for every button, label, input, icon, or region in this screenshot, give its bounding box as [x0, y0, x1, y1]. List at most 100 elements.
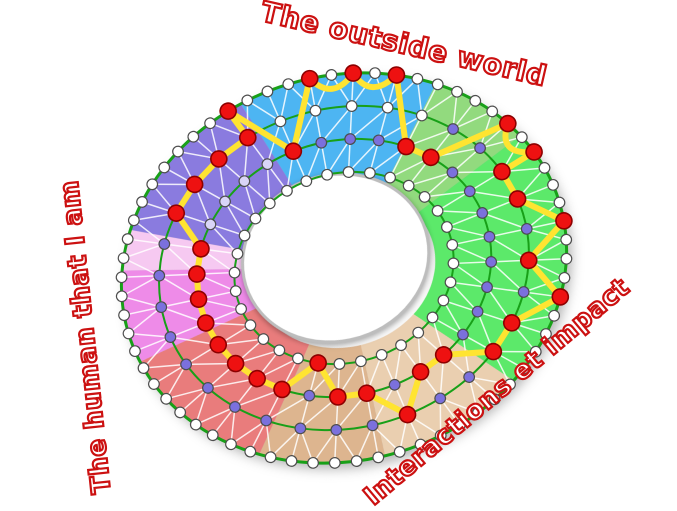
wheel-node[interactable]: [164, 330, 177, 343]
wheel-node[interactable]: [260, 414, 273, 427]
wheel-node[interactable]: [300, 174, 313, 188]
wheel-node[interactable]: [117, 309, 130, 322]
wheel-node[interactable]: [471, 305, 484, 318]
wheel-node[interactable]: [244, 319, 257, 332]
selected-node[interactable]: [421, 147, 441, 167]
wheel-node[interactable]: [538, 161, 551, 174]
wheel-node[interactable]: [412, 326, 425, 339]
wheel-node[interactable]: [446, 238, 459, 251]
wheel-node[interactable]: [320, 168, 334, 181]
selected-node[interactable]: [272, 379, 292, 399]
selected-node[interactable]: [508, 189, 528, 209]
wheel-node[interactable]: [366, 419, 379, 432]
selected-node[interactable]: [226, 354, 246, 374]
wheel-node[interactable]: [122, 327, 135, 340]
wheel-node[interactable]: [206, 429, 219, 442]
wheel-node[interactable]: [342, 165, 355, 178]
wheel-node[interactable]: [558, 271, 571, 284]
wheel-node[interactable]: [228, 400, 241, 413]
wheel-node[interactable]: [328, 456, 341, 469]
selected-node[interactable]: [238, 128, 258, 148]
wheel-node[interactable]: [115, 290, 128, 303]
selected-node[interactable]: [498, 114, 518, 134]
selected-node[interactable]: [189, 289, 209, 309]
wheel-node[interactable]: [415, 109, 428, 122]
wheel-node[interactable]: [529, 345, 542, 358]
wheel-node[interactable]: [539, 327, 552, 340]
wheel-node[interactable]: [488, 393, 501, 406]
wheel-node[interactable]: [463, 370, 476, 383]
wheel-node[interactable]: [282, 78, 295, 91]
wheel-node[interactable]: [325, 68, 338, 81]
selected-node[interactable]: [218, 101, 238, 121]
selected-node[interactable]: [502, 313, 522, 333]
selected-node[interactable]: [386, 65, 406, 85]
wheel-node[interactable]: [147, 377, 160, 390]
wheel-node[interactable]: [476, 206, 489, 219]
wheel-node[interactable]: [381, 101, 394, 114]
wheel-node[interactable]: [189, 418, 202, 431]
selected-node[interactable]: [357, 383, 377, 403]
selected-node[interactable]: [519, 250, 539, 270]
wheel-node[interactable]: [414, 438, 427, 451]
wheel-node[interactable]: [444, 276, 457, 289]
selected-node[interactable]: [185, 174, 205, 194]
wheel-node[interactable]: [234, 302, 247, 315]
wheel-node[interactable]: [261, 158, 274, 171]
wheel-node[interactable]: [153, 269, 166, 282]
wheel-node[interactable]: [503, 378, 516, 391]
wheel-node[interactable]: [137, 361, 150, 374]
selected-node[interactable]: [196, 313, 216, 333]
wheel-node[interactable]: [249, 212, 262, 225]
wheel-node[interactable]: [383, 171, 396, 184]
wheel-node[interactable]: [368, 67, 381, 80]
selected-node[interactable]: [308, 353, 328, 373]
wheel-node[interactable]: [315, 136, 328, 149]
selected-node[interactable]: [396, 137, 416, 157]
wheel-node[interactable]: [285, 454, 298, 467]
wheel-node[interactable]: [241, 94, 254, 107]
wheel-node[interactable]: [257, 332, 270, 345]
wheel-node[interactable]: [350, 454, 363, 467]
wheel-node[interactable]: [431, 204, 444, 217]
wheel-node[interactable]: [456, 328, 469, 341]
wheel-node[interactable]: [517, 362, 530, 375]
wheel-node[interactable]: [471, 406, 484, 419]
wheel-node[interactable]: [228, 266, 241, 279]
selected-node[interactable]: [343, 63, 363, 83]
wheel-node[interactable]: [274, 115, 287, 128]
wheel-node[interactable]: [469, 94, 482, 107]
wheel-node[interactable]: [121, 232, 134, 245]
wheel-node[interactable]: [291, 352, 304, 365]
wheel-node[interactable]: [117, 251, 130, 265]
selected-node[interactable]: [492, 162, 512, 182]
wheel-node[interactable]: [273, 344, 286, 357]
wheel-node[interactable]: [244, 445, 257, 458]
wheel-node[interactable]: [333, 357, 346, 370]
wheel-node[interactable]: [354, 355, 367, 368]
wheel-node[interactable]: [402, 179, 415, 192]
wheel-node[interactable]: [394, 339, 407, 352]
selected-node[interactable]: [208, 335, 228, 355]
wheel-node[interactable]: [480, 280, 493, 294]
wheel-node[interactable]: [224, 438, 237, 451]
wheel-node[interactable]: [309, 104, 322, 117]
wheel-node[interactable]: [473, 141, 486, 154]
wheel-node[interactable]: [231, 247, 244, 260]
selected-node[interactable]: [550, 287, 570, 307]
wheel-node[interactable]: [437, 294, 450, 307]
selected-node[interactable]: [524, 142, 544, 162]
wheel-node[interactable]: [115, 271, 128, 284]
wheel-node[interactable]: [434, 392, 447, 405]
wheel-node[interactable]: [463, 185, 476, 198]
wheel-node[interactable]: [548, 309, 561, 322]
wheel-node[interactable]: [218, 195, 231, 208]
wheel-node[interactable]: [174, 406, 187, 419]
wheel-node[interactable]: [158, 161, 171, 174]
wheel-node[interactable]: [280, 184, 293, 197]
wheel-node[interactable]: [411, 72, 424, 85]
wheel-node[interactable]: [450, 85, 463, 98]
wheel-node[interactable]: [146, 178, 159, 191]
wheel-node[interactable]: [418, 190, 431, 203]
wheel-node[interactable]: [431, 78, 444, 91]
